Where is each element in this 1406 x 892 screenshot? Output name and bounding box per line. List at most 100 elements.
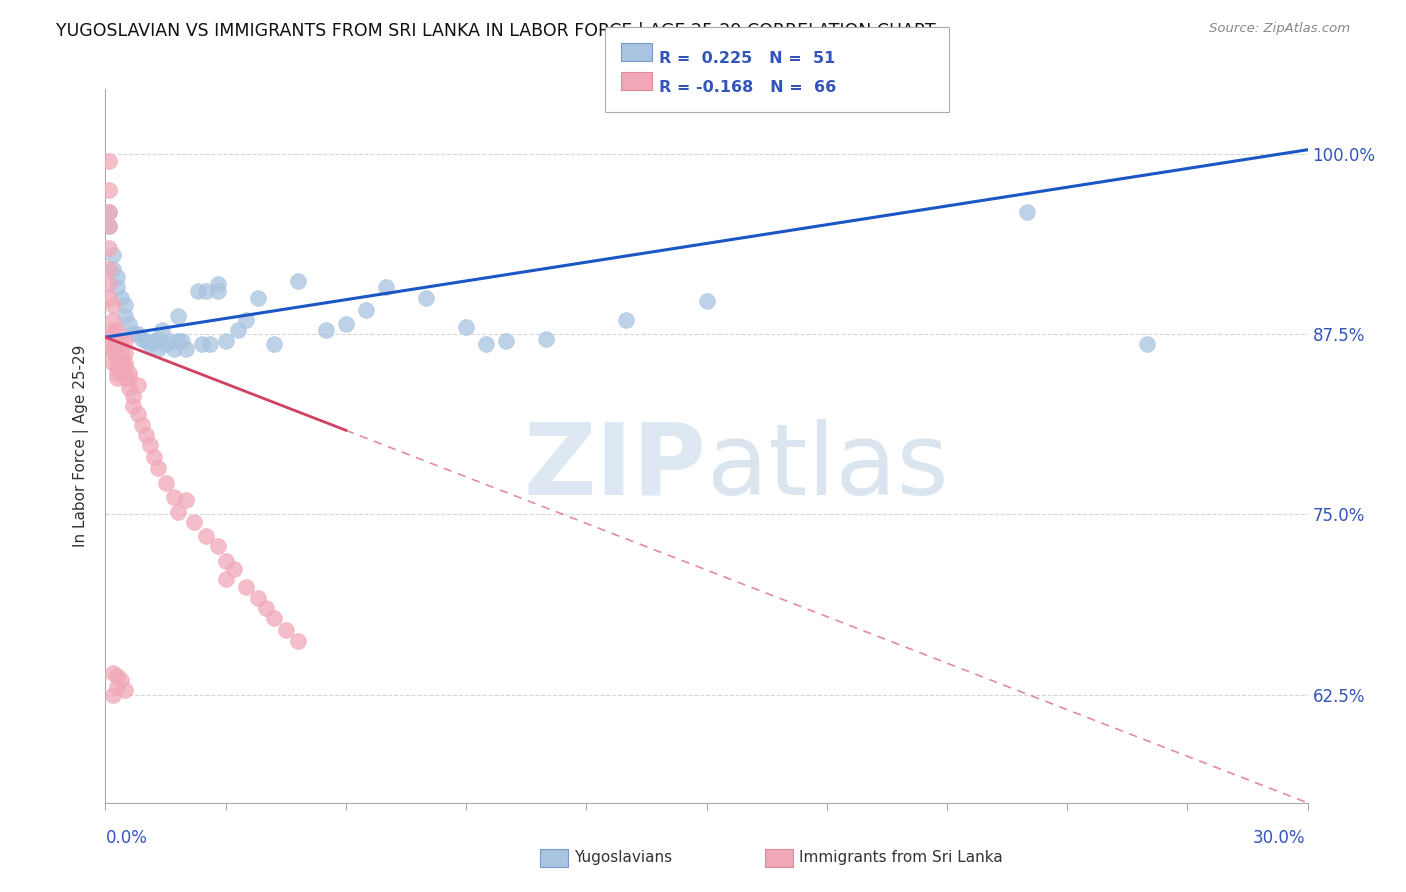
- Point: [235, 580, 257, 594]
- Point: [103, 666, 125, 681]
- Point: [110, 334, 132, 349]
- Point: [107, 681, 129, 695]
- Point: [198, 337, 221, 351]
- Point: [174, 493, 197, 508]
- Point: [135, 428, 157, 442]
- Point: [287, 634, 309, 648]
- Point: [354, 302, 377, 317]
- Point: [495, 334, 517, 349]
- Point: [114, 334, 136, 349]
- Point: [146, 342, 169, 356]
- Point: [534, 332, 557, 346]
- Point: [142, 334, 165, 349]
- Point: [246, 291, 269, 305]
- Text: R =  0.225   N =  51: R = 0.225 N = 51: [659, 51, 835, 66]
- Point: [103, 323, 125, 337]
- Point: [98, 183, 121, 197]
- Point: [226, 323, 249, 337]
- Point: [110, 346, 132, 360]
- Point: [214, 334, 236, 349]
- Point: [174, 342, 197, 356]
- Point: [1017, 204, 1039, 219]
- Point: [616, 313, 638, 327]
- Point: [127, 377, 149, 392]
- Point: [155, 337, 177, 351]
- Point: [138, 438, 160, 452]
- Point: [98, 154, 121, 169]
- Point: [118, 317, 141, 331]
- Point: [110, 673, 132, 688]
- Point: [246, 591, 269, 606]
- Point: [103, 688, 125, 702]
- Text: Immigrants from Sri Lanka: Immigrants from Sri Lanka: [799, 850, 1002, 864]
- Point: [103, 313, 125, 327]
- Point: [190, 337, 212, 351]
- Point: [114, 356, 136, 370]
- Point: [194, 529, 217, 543]
- Point: [214, 572, 236, 586]
- Point: [103, 346, 125, 360]
- Point: [103, 248, 125, 262]
- Point: [207, 284, 229, 298]
- Point: [107, 279, 129, 293]
- Point: [107, 269, 129, 284]
- Point: [118, 370, 141, 384]
- Point: [110, 356, 132, 370]
- Point: [194, 284, 217, 298]
- Point: [114, 309, 136, 323]
- Point: [122, 389, 145, 403]
- Point: [170, 334, 193, 349]
- Point: [98, 262, 121, 277]
- Point: [114, 683, 136, 698]
- Point: [107, 669, 129, 683]
- Point: [127, 407, 149, 421]
- Point: [107, 370, 129, 384]
- Text: YUGOSLAVIAN VS IMMIGRANTS FROM SRI LANKA IN LABOR FORCE | AGE 25-29 CORRELATION : YUGOSLAVIAN VS IMMIGRANTS FROM SRI LANKA…: [56, 22, 936, 40]
- Point: [150, 323, 173, 337]
- Text: Yugoslavians: Yugoslavians: [574, 850, 672, 864]
- Point: [162, 490, 184, 504]
- Point: [107, 323, 129, 337]
- Point: [98, 337, 121, 351]
- Point: [146, 332, 169, 346]
- Point: [183, 515, 205, 529]
- Y-axis label: In Labor Force | Age 25-29: In Labor Force | Age 25-29: [73, 345, 90, 547]
- Point: [142, 450, 165, 464]
- Point: [415, 291, 437, 305]
- Point: [335, 317, 357, 331]
- Point: [454, 320, 477, 334]
- Point: [114, 360, 136, 375]
- Text: R = -0.168   N =  66: R = -0.168 N = 66: [659, 80, 837, 95]
- Point: [274, 623, 297, 637]
- Point: [98, 204, 121, 219]
- Point: [475, 337, 498, 351]
- Point: [696, 294, 718, 309]
- Point: [114, 346, 136, 360]
- Point: [214, 553, 236, 567]
- Point: [122, 326, 145, 340]
- Point: [107, 351, 129, 366]
- Point: [315, 323, 337, 337]
- Point: [114, 370, 136, 384]
- Point: [166, 309, 188, 323]
- Point: [107, 334, 129, 349]
- Point: [146, 461, 169, 475]
- Point: [98, 277, 121, 291]
- Point: [103, 342, 125, 356]
- Point: [166, 334, 188, 349]
- Point: [222, 562, 245, 576]
- Point: [263, 611, 285, 625]
- Point: [235, 313, 257, 327]
- Point: [287, 274, 309, 288]
- Point: [131, 418, 153, 433]
- Point: [98, 219, 121, 234]
- Point: [122, 400, 145, 414]
- Point: [162, 342, 184, 356]
- Point: [131, 332, 153, 346]
- Text: 0.0%: 0.0%: [105, 829, 148, 847]
- Point: [187, 284, 209, 298]
- Point: [166, 505, 188, 519]
- Point: [107, 366, 129, 380]
- Point: [135, 334, 157, 349]
- Point: [103, 298, 125, 312]
